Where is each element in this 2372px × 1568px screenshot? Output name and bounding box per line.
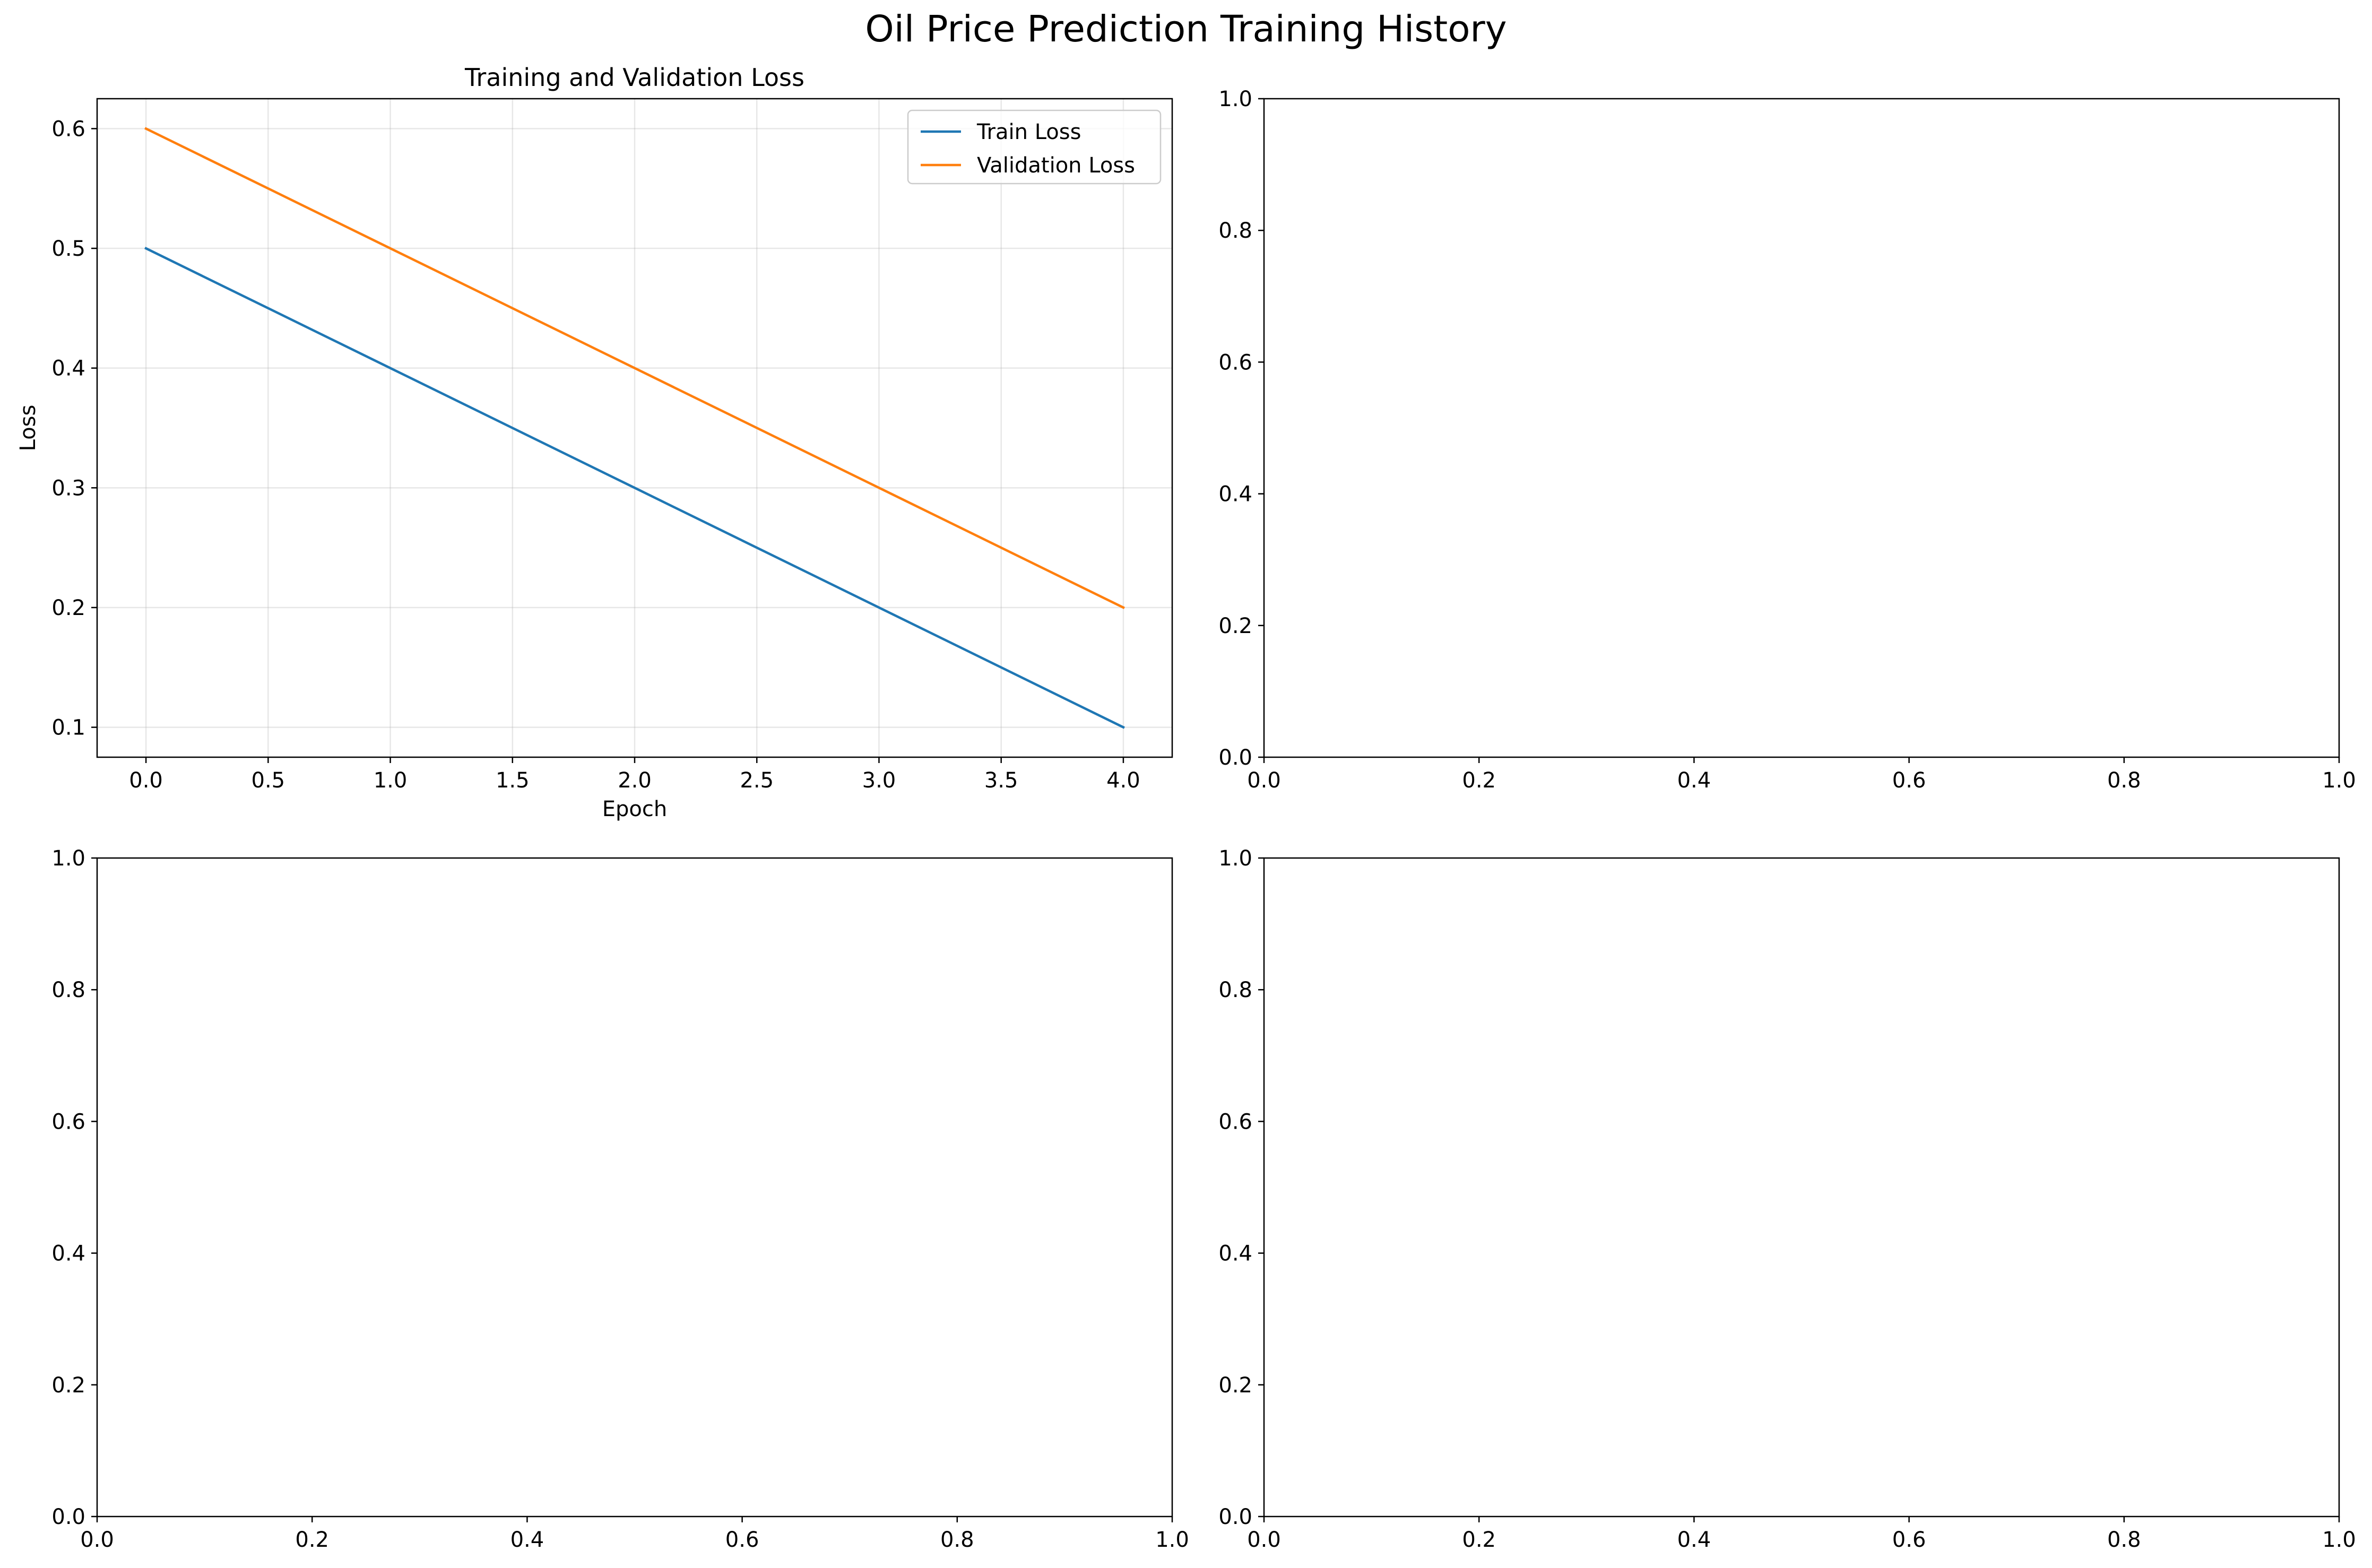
x-tick-label: 2.0: [618, 768, 652, 793]
x-tick-label: 2.5: [740, 768, 774, 793]
y-tick-label: 1.0: [51, 846, 85, 871]
y-tick-label: 0.2: [1218, 1373, 1252, 1398]
axes-frame: [96, 857, 1173, 1518]
y-tick-label: 0.0: [1218, 1505, 1252, 1529]
x-tick-label: 0.4: [510, 1528, 544, 1552]
subplot-training-validation-loss: 0.0 0.5 1.0 1.5 2.0 2.5 3.0 3.5 4.0 0.1 0.2 0.3 0.4 0…: [16, 63, 1173, 821]
y-tick-label: 0.2: [1218, 614, 1252, 638]
x-tick-label: 0.6: [1892, 1528, 1926, 1552]
subplot-bottom-left-empty: 0.0 0.2 0.4 0.6 0.8 1.0 0.0 0.2 0.4 0.6 0.8 1.0: [51, 846, 1189, 1552]
x-tick-label: 0.0: [80, 1528, 114, 1552]
axes-frame: [1263, 857, 2340, 1518]
y-tick-label: 0.0: [1218, 746, 1252, 770]
axes-frame: [1263, 98, 2340, 758]
legend: Train Loss Validation Loss: [907, 109, 1162, 185]
y-tick-label: 0.6: [51, 1110, 85, 1134]
y-tick-label: 0.6: [51, 117, 85, 141]
x-tick-label: 0.4: [1677, 768, 1711, 793]
x-tick-label: 0.8: [2107, 1528, 2141, 1552]
y-tick-label: 0.6: [1218, 1110, 1252, 1134]
subplot-title: Training and Validation Loss: [464, 63, 804, 92]
legend-label: Validation Loss: [977, 153, 1135, 178]
y-tick-label: 1.0: [1218, 87, 1252, 111]
figure-title: Oil Price Prediction Training History: [865, 8, 1507, 50]
x-tick-label: 1.5: [496, 768, 530, 793]
y-tick-label: 0.4: [51, 1242, 85, 1266]
y-tick-label: 0.0: [51, 1505, 85, 1529]
x-axis-label: Epoch: [602, 797, 667, 821]
x-tick-label: 0.0: [1247, 1528, 1281, 1552]
x-tick-label: 0.5: [252, 768, 285, 793]
legend-box: [907, 109, 1162, 185]
y-tick-label: 0.4: [1218, 482, 1252, 507]
x-tick-label: 3.0: [862, 768, 896, 793]
y-tick-label: 0.8: [1218, 219, 1252, 243]
y-tick-label: 0.4: [51, 357, 85, 381]
x-tick-label: 4.0: [1106, 768, 1140, 793]
subplot-top-right-empty: 0.0 0.2 0.4 0.6 0.8 1.0 0.0 0.2 0.4 0.6 0.8 1.0: [1218, 87, 2356, 793]
x-tick-label: 1.0: [2322, 1528, 2356, 1552]
x-tick-label: 0.6: [1892, 768, 1926, 793]
x-tick-label: 0.8: [940, 1528, 974, 1552]
subplot-bottom-right-empty: 0.0 0.2 0.4 0.6 0.8 1.0 0.0 0.2 0.4 0.6 0.8 1.0: [1218, 846, 2356, 1552]
x-tick-label: 0.2: [295, 1528, 329, 1552]
x-tick-label: 0.4: [1677, 1528, 1711, 1552]
x-tick-label: 1.0: [374, 768, 408, 793]
x-tick-label: 0.2: [1462, 768, 1496, 793]
y-tick-label: 0.4: [1218, 1242, 1252, 1266]
y-tick-label: 0.2: [51, 1373, 85, 1398]
x-tick-label: 0.0: [129, 768, 163, 793]
y-tick-label: 0.8: [51, 978, 85, 1002]
x-tick-label: 0.8: [2107, 768, 2141, 793]
series-line-train-loss: [144, 247, 1125, 729]
y-tick-label: 0.1: [51, 716, 85, 740]
x-tick-label: 0.6: [725, 1528, 759, 1552]
x-tick-label: 1.0: [1155, 1528, 1189, 1552]
y-tick-label: 0.8: [1218, 978, 1252, 1002]
x-tick-label: 3.5: [984, 768, 1018, 793]
x-tick-label: 0.2: [1462, 1528, 1496, 1552]
y-tick-label: 0.5: [51, 237, 85, 261]
y-tick-label: 1.0: [1218, 846, 1252, 871]
y-tick-label: 0.6: [1218, 350, 1252, 375]
series-line-validation-loss: [144, 127, 1125, 609]
y-tick-label: 0.3: [51, 476, 85, 500]
x-tick-label: 0.0: [1247, 768, 1281, 793]
y-axis-label: Loss: [16, 405, 40, 452]
x-tick-label: 1.0: [2322, 768, 2356, 793]
y-tick-label: 0.2: [51, 596, 85, 620]
legend-label: Train Loss: [976, 120, 1081, 144]
